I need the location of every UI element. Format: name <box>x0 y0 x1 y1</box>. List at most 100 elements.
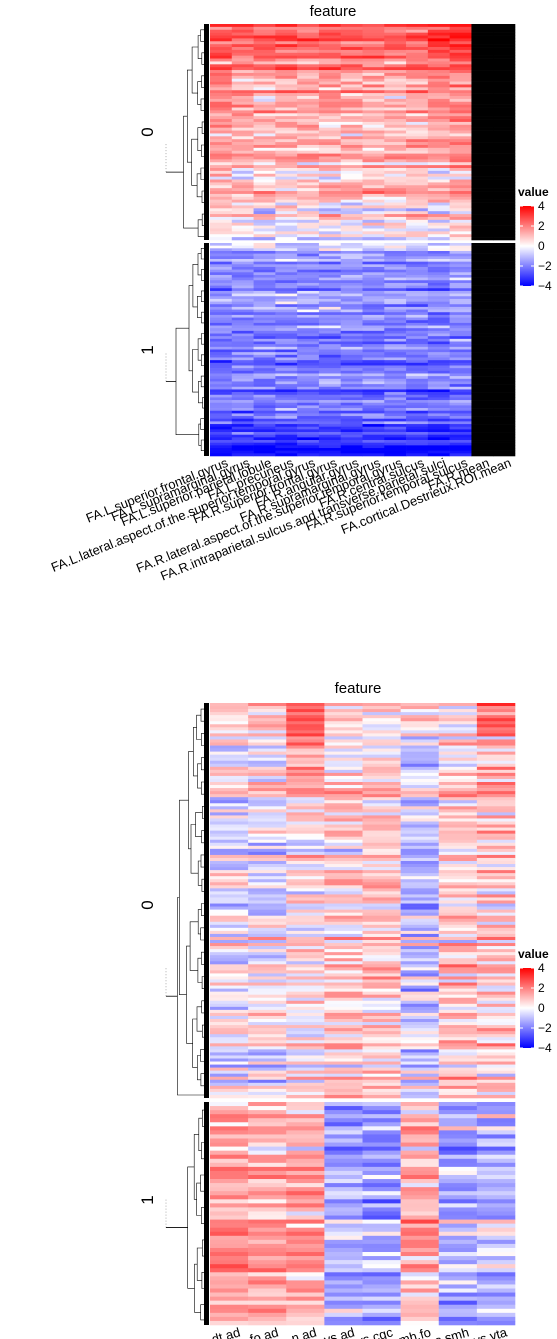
heatmap-cell <box>362 410 385 414</box>
heatmap-cell <box>449 296 472 300</box>
heatmap-cell <box>493 225 516 229</box>
heatmap-cell <box>286 1203 325 1208</box>
heatmap-cell <box>476 1022 516 1026</box>
heatmap-cell <box>400 988 440 992</box>
heatmap-cell <box>362 1203 401 1208</box>
heatmap-cell <box>449 170 472 175</box>
heatmap-cell <box>210 352 233 356</box>
heatmap-cell <box>248 1227 287 1233</box>
heatmap-cell <box>297 434 320 438</box>
heatmap-cell <box>427 416 450 420</box>
heatmap-cell <box>340 248 363 252</box>
heatmap-cell <box>324 1219 363 1224</box>
heatmap-cell <box>362 794 401 798</box>
heatmap-cell <box>384 258 407 262</box>
heatmap-cell <box>400 1142 440 1147</box>
heatmap-cell <box>275 312 298 316</box>
heatmap-cell <box>471 168 494 172</box>
heatmap-cell <box>476 721 516 725</box>
heatmap-cell <box>400 782 440 786</box>
heatmap-cell <box>362 1268 401 1273</box>
heatmap-cell <box>210 87 233 91</box>
heatmap-cell <box>476 1276 516 1281</box>
heatmap-cell <box>493 162 516 166</box>
heatmap-cell <box>362 742 401 746</box>
heatmap-cell <box>449 78 472 82</box>
heatmap-cell <box>438 721 478 725</box>
heatmap-cell <box>253 272 276 276</box>
heatmap-cell <box>476 900 516 904</box>
heatmap-cell <box>438 985 478 989</box>
heatmap-cell <box>438 1003 478 1008</box>
heatmap-cell <box>253 434 276 438</box>
heatmap-cell <box>400 794 440 798</box>
heatmap-cell <box>297 306 320 310</box>
heatmap-cell <box>362 909 401 913</box>
heatmap-cell <box>493 98 516 103</box>
heatmap-cell <box>449 317 472 321</box>
heatmap-cell <box>384 402 407 406</box>
heatmap-cell <box>231 253 254 257</box>
heatmap-cell <box>400 754 440 758</box>
heatmap-cell <box>340 322 363 326</box>
heatmap-cell <box>248 742 287 746</box>
heatmap-cell <box>324 1022 363 1026</box>
heatmap-cell <box>476 1130 516 1135</box>
heatmap-cell <box>362 757 401 762</box>
heatmap-cell <box>400 936 440 941</box>
heatmap-cell <box>210 1256 249 1261</box>
heatmap-cell <box>362 1019 401 1023</box>
heatmap-cell <box>427 188 450 192</box>
heatmap-cell <box>406 282 429 286</box>
heatmap-cell <box>449 49 472 54</box>
heatmap-cell <box>471 378 494 382</box>
heatmap-cell <box>286 1288 325 1293</box>
heatmap-cell <box>275 298 298 302</box>
heatmap-cell <box>476 1082 516 1087</box>
heatmap-cell <box>362 75 385 80</box>
heatmap-cell <box>286 751 325 755</box>
heatmap-cell <box>493 147 516 152</box>
heatmap-cell <box>427 266 450 270</box>
heatmap-cell <box>400 1012 440 1017</box>
heatmap-cell <box>248 891 287 895</box>
heatmap-cell <box>340 159 363 163</box>
heatmap-cell <box>384 153 407 157</box>
heatmap-cell <box>210 827 249 831</box>
heatmap-cell <box>210 906 249 910</box>
heatmap-cell <box>400 1040 440 1044</box>
heatmap-cell <box>286 894 325 898</box>
heatmap-cell <box>248 766 287 771</box>
heatmap-cell <box>340 354 363 358</box>
heatmap-cell <box>297 24 320 28</box>
heatmap-cell <box>493 104 516 108</box>
heatmap-cell <box>231 58 254 62</box>
heatmap-cell <box>471 269 494 273</box>
heatmap-cell <box>286 836 325 841</box>
heatmap-cell <box>406 107 429 111</box>
heatmap-cell <box>210 1235 249 1241</box>
heatmap-cell <box>318 386 342 390</box>
heatmap-cell <box>275 272 298 276</box>
heatmap-cell <box>286 936 325 941</box>
heatmap-cell <box>318 306 342 310</box>
heatmap-cell <box>438 712 478 716</box>
heatmap-cell <box>324 763 363 768</box>
heatmap-cell <box>275 142 298 146</box>
heatmap-cell <box>297 325 320 329</box>
heatmap-cell <box>406 424 429 428</box>
heatmap-cell <box>340 328 363 332</box>
heatmap-cell <box>286 1082 325 1087</box>
heatmap-cell <box>286 736 325 740</box>
heatmap-cell <box>231 282 254 286</box>
heatmap-cell <box>210 1114 249 1119</box>
column-label: fo.ad <box>248 1324 280 1339</box>
heatmap-cell <box>493 121 516 126</box>
heatmap-cell <box>384 162 407 166</box>
heatmap-cell <box>493 182 516 186</box>
heatmap-cell <box>210 830 249 834</box>
heatmap-cell <box>210 1138 249 1143</box>
heatmap-cell <box>362 833 401 837</box>
heatmap-cell <box>248 961 287 965</box>
heatmap-cell <box>340 165 363 169</box>
